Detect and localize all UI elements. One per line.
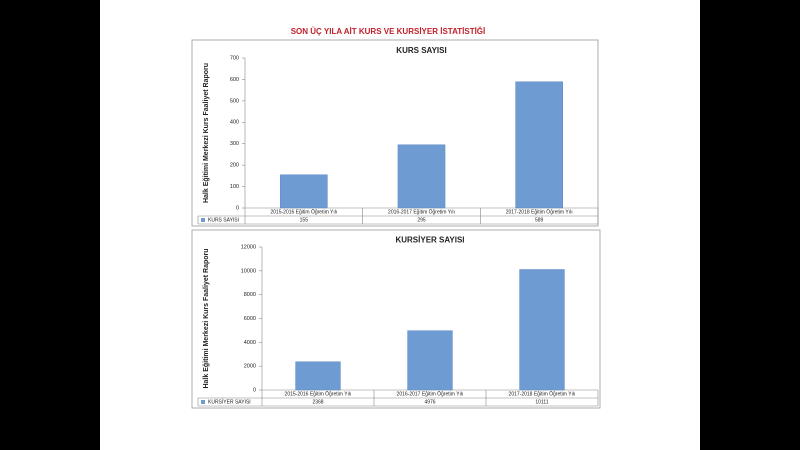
y-tick-label: 6000	[244, 316, 256, 322]
table-value: 589	[535, 217, 544, 223]
bar	[407, 330, 453, 391]
y-tick-label: 12000	[241, 244, 256, 250]
legend-label: KURS SAYISI	[208, 217, 239, 223]
table-value: 10111	[535, 399, 548, 405]
y-tick-label: 400	[230, 120, 239, 126]
y-tick-label: 10000	[241, 268, 256, 274]
y-tick-label: 100	[230, 184, 239, 190]
slide-title: SON ÜÇ YILA AİT KURS VE KURSİYER İSTATİS…	[291, 27, 486, 36]
y-axis-label: Halk Eğitimi Merkezi Kurs Faaliyet Rapor…	[203, 248, 210, 388]
y-tick-label: 500	[230, 98, 239, 104]
x-tick-label: 2017-2018 Eğitim Öğretim Yılı	[509, 390, 576, 397]
legend-marker	[201, 218, 205, 222]
y-tick-label: 0	[253, 387, 256, 393]
y-tick-label: 700	[230, 55, 239, 61]
bar	[280, 174, 328, 209]
bar	[519, 269, 565, 391]
x-tick-label: 2016-2017 Eğitim Öğretim Yılı	[397, 390, 464, 397]
chart-title: KURS SAYISI	[396, 46, 446, 55]
y-tick-label: 8000	[244, 292, 256, 298]
chart-title: KURSİYER SAYISI	[395, 236, 464, 245]
bar	[295, 361, 341, 391]
table-value: 295	[417, 217, 426, 223]
table-value: 2368	[312, 399, 323, 405]
legend-label: KURSİYER SAYISI	[208, 398, 251, 405]
bar	[397, 144, 446, 209]
y-tick-label: 200	[230, 163, 239, 169]
y-axis-label: Halk Eğitimi Merkezi Kurs Faaliyet Rapor…	[203, 63, 210, 203]
x-tick-label: 2015-2016 Eğitim Öğretim Yılı	[285, 390, 352, 397]
x-tick-label: 2017-2018 Eğitim Öğretim Yılı	[506, 208, 573, 215]
y-tick-label: 0	[236, 205, 239, 211]
legend-marker	[201, 400, 205, 404]
table-value: 155	[300, 217, 309, 223]
y-tick-label: 2000	[244, 364, 256, 370]
table-value: 4976	[424, 399, 435, 405]
x-tick-label: 2015-2016 Eğitim Öğretim Yılı	[270, 208, 337, 215]
x-tick-label: 2016-2017 Eğitim Öğretim Yılı	[388, 208, 455, 215]
y-tick-label: 4000	[244, 340, 256, 346]
y-tick-label: 300	[230, 141, 239, 147]
bar	[515, 81, 563, 209]
y-tick-label: 600	[230, 77, 239, 83]
